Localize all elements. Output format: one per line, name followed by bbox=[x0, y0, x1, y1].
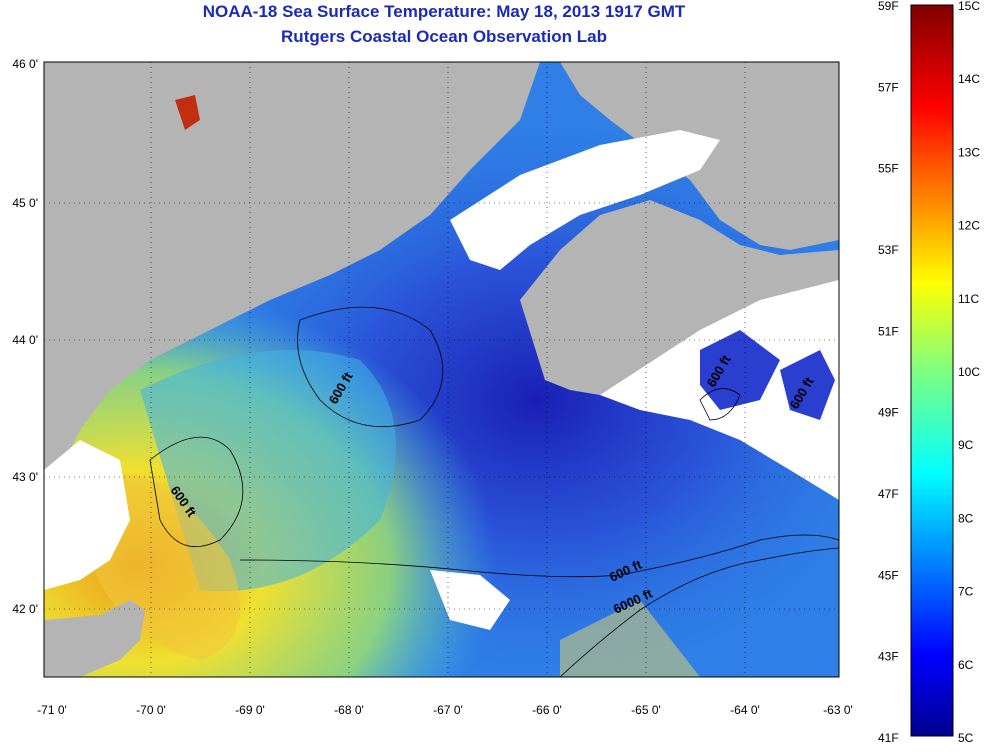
colorbar-c-label: 13C bbox=[958, 145, 980, 159]
lon-tick-label: -64 0' bbox=[730, 703, 760, 717]
lon-tick-label: -67 0' bbox=[433, 703, 463, 717]
colorbar-c-label: 9C bbox=[958, 438, 974, 452]
colorbar-f-label: 41F bbox=[878, 731, 899, 745]
colorbar-f-label: 57F bbox=[878, 80, 899, 94]
colorbar-f-label: 45F bbox=[878, 568, 899, 582]
cloud-west bbox=[44, 440, 130, 590]
colorbar-f-label: 53F bbox=[878, 243, 899, 257]
colorbar-f-label: 55F bbox=[878, 162, 899, 176]
lon-tick-label: -69 0' bbox=[235, 703, 265, 717]
colorbar bbox=[910, 4, 954, 737]
colorbar-c-label: 7C bbox=[958, 585, 974, 599]
lat-tick-label: 46 0' bbox=[12, 57, 38, 71]
lat-axis: 46 0' 45 0' 44 0' 43 0' 42 0' bbox=[12, 57, 38, 616]
lat-tick-label: 44 0' bbox=[12, 333, 38, 347]
lat-tick-label: 42 0' bbox=[12, 602, 38, 616]
colorbar-c-labels: 15C 14C 13C 12C 11C 10C 9C 8C 7C 6C 5C bbox=[958, 0, 980, 745]
colorbar-c-label: 15C bbox=[958, 0, 980, 13]
map-subtitle: Rutgers Coastal Ocean Observation Lab bbox=[281, 27, 607, 46]
colorbar-c-label: 10C bbox=[958, 365, 980, 379]
lon-tick-label: -70 0' bbox=[136, 703, 166, 717]
land-new-england bbox=[44, 62, 540, 480]
colorbar-c-label: 11C bbox=[958, 292, 979, 306]
colorbar-f-label: 59F bbox=[878, 0, 899, 13]
lon-tick-label: -68 0' bbox=[334, 703, 364, 717]
colorbar-f-label: 47F bbox=[878, 487, 899, 501]
colorbar-c-label: 6C bbox=[958, 658, 974, 672]
map-title: NOAA-18 Sea Surface Temperature: May 18,… bbox=[202, 2, 686, 21]
colorbar-f-labels: 59F 57F 55F 53F 51F 49F 47F 45F 43F 41F bbox=[878, 0, 899, 745]
colorbar-c-label: 5C bbox=[958, 731, 974, 745]
lat-tick-label: 43 0' bbox=[12, 470, 38, 484]
lat-tick-label: 45 0' bbox=[12, 196, 38, 210]
lon-tick-label: -63 0' bbox=[823, 703, 853, 717]
colorbar-c-label: 8C bbox=[958, 511, 974, 525]
lon-tick-label: -66 0' bbox=[532, 703, 562, 717]
map-frame bbox=[43, 61, 840, 678]
lon-tick-label: -65 0' bbox=[631, 703, 661, 717]
colorbar-c-label: 14C bbox=[958, 72, 980, 86]
lon-axis: -71 0' -70 0' -69 0' -68 0' -67 0' -66 0… bbox=[37, 703, 853, 717]
lon-tick-label: -71 0' bbox=[37, 703, 67, 717]
land-cape-cod bbox=[44, 600, 145, 677]
colorbar-f-label: 51F bbox=[878, 324, 899, 338]
colorbar-f-label: 43F bbox=[878, 650, 899, 664]
colorbar-c-label: 12C bbox=[958, 219, 980, 233]
cloud-bay-of-fundy bbox=[450, 130, 720, 270]
cloud-georges bbox=[430, 570, 510, 630]
colorbar-f-label: 49F bbox=[878, 406, 899, 420]
